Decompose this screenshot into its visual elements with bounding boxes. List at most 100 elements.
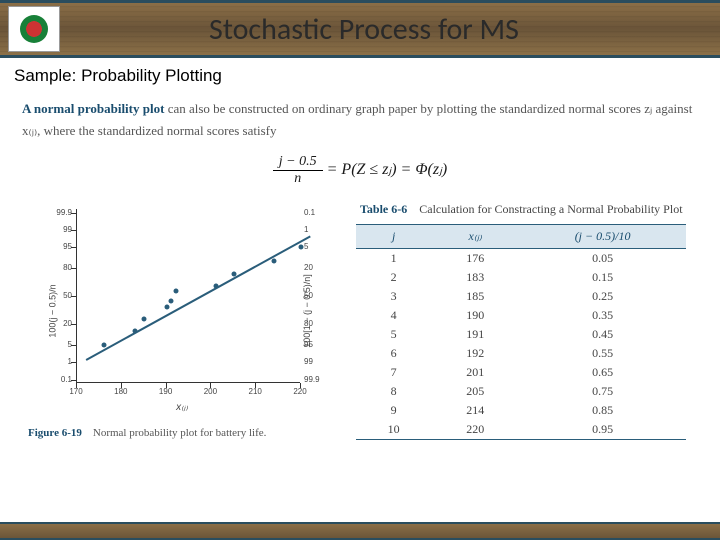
paragraph-emphasis: A normal probability plot: [22, 101, 164, 116]
plot-area: [76, 209, 300, 383]
table-title: Table 6-6 Calculation for Constracting a…: [356, 201, 686, 218]
table-cell: 220: [431, 420, 519, 440]
table-cell: 214: [431, 401, 519, 420]
y-left-tick-label: 5: [42, 340, 72, 349]
x-tick-mark: [76, 383, 77, 388]
table-cell: 0.65: [519, 363, 686, 382]
footer-bar: [0, 522, 720, 540]
x-tick-label: 170: [69, 387, 82, 396]
y-left-tick-mark: [71, 230, 76, 231]
table-cell: 3: [356, 287, 431, 306]
y-right-tick-label: 80: [304, 319, 334, 328]
y-right-tick-label: 1: [304, 225, 334, 234]
data-point: [173, 288, 178, 293]
lower-section: 100(j − 0.5)/n 100[1 − (j − 0.5)/n] x₍ⱼ₎…: [22, 201, 698, 440]
formula-numerator: j − 0.5: [273, 154, 323, 171]
table-row: 21830.15: [356, 268, 686, 287]
y-left-tick-mark: [71, 380, 76, 381]
table-cell: 6: [356, 344, 431, 363]
figure-caption: Figure 6-19 Normal probability plot for …: [22, 427, 342, 439]
table-cell: 0.25: [519, 287, 686, 306]
x-tick-label: 210: [249, 387, 262, 396]
y-left-tick-label: 1: [42, 357, 72, 366]
table-header-cell: j: [356, 224, 431, 248]
table-header-row: jx₍ⱼ₎(j − 0.5)/10: [356, 224, 686, 248]
y-left-tick-mark: [71, 213, 76, 214]
data-point: [299, 245, 304, 250]
x-tick-mark: [300, 383, 301, 388]
y-right-tick-label: 95: [304, 340, 334, 349]
y-left-tick-label: 99: [42, 225, 72, 234]
formula-denominator: n: [273, 171, 323, 187]
table-cell: 7: [356, 363, 431, 382]
y-left-tick-label: 99.9: [42, 208, 72, 217]
table-row: 102200.95: [356, 420, 686, 440]
x-axis-label: x₍ⱼ₎: [176, 402, 188, 413]
data-table: jx₍ⱼ₎(j − 0.5)/10 11760.0521830.1531850.…: [356, 224, 686, 440]
chart-column: 100(j − 0.5)/n 100[1 − (j − 0.5)/n] x₍ⱼ₎…: [22, 201, 342, 439]
y-left-tick-mark: [71, 324, 76, 325]
y-left-tick-mark: [71, 247, 76, 248]
y-left-tick-mark: [71, 345, 76, 346]
subtitle: Sample: Probability Plotting: [0, 58, 720, 90]
figure-caption-text: Normal probability plot for battery life…: [93, 427, 267, 439]
table-cell: 9: [356, 401, 431, 420]
table-cell: 201: [431, 363, 519, 382]
table-cell: 0.55: [519, 344, 686, 363]
figure-label: Figure 6-19: [28, 427, 82, 439]
table-cell: 0.05: [519, 248, 686, 268]
table-cell: 191: [431, 325, 519, 344]
data-point: [164, 304, 169, 309]
y-right-tick-label: 99.9: [304, 375, 334, 384]
y-right-tick-label: 5: [304, 242, 334, 251]
y-left-tick-label: 20: [42, 319, 72, 328]
table-cell: 10: [356, 420, 431, 440]
content-area: A normal probability plot can also be co…: [0, 90, 720, 440]
y-right-tick-label: 50: [304, 291, 334, 300]
x-tick-mark: [210, 383, 211, 388]
formula: j − 0.5 n = P(Z ≤ zⱼ) = Φ(zⱼ): [22, 154, 698, 187]
table-cell: 205: [431, 382, 519, 401]
y-left-tick-mark: [71, 362, 76, 363]
intro-paragraph: A normal probability plot can also be co…: [22, 98, 698, 142]
fit-line: [86, 235, 311, 360]
table-row: 82050.75: [356, 382, 686, 401]
table-row: 61920.55: [356, 344, 686, 363]
table-row: 92140.85: [356, 401, 686, 420]
y-right-tick-label: 20: [304, 263, 334, 272]
table-cell: 2: [356, 268, 431, 287]
formula-rhs: = P(Z ≤ zⱼ) = Φ(zⱼ): [323, 161, 448, 178]
table-body: 11760.0521830.1531850.2541900.3551910.45…: [356, 248, 686, 439]
x-tick-mark: [121, 383, 122, 388]
table-title-text: Calculation for Constracting a Normal Pr…: [419, 202, 682, 216]
table-cell: 185: [431, 287, 519, 306]
table-row: 11760.05: [356, 248, 686, 268]
table-row: 41900.35: [356, 306, 686, 325]
y-left-tick-label: 0.1: [42, 375, 72, 384]
table-cell: 1: [356, 248, 431, 268]
x-tick-label: 180: [114, 387, 127, 396]
x-tick-label: 220: [293, 387, 306, 396]
data-point: [272, 259, 277, 264]
table-header-cell: (j − 0.5)/10: [519, 224, 686, 248]
table-header-cell: x₍ⱼ₎: [431, 224, 519, 248]
table-cell: 8: [356, 382, 431, 401]
y-right-tick-label: 0.1: [304, 208, 334, 217]
table-cell: 0.75: [519, 382, 686, 401]
table-cell: 0.95: [519, 420, 686, 440]
page-title: Stochastic Process for MS: [60, 11, 720, 48]
table-cell: 4: [356, 306, 431, 325]
y-axis-right-label: 100[1 − (j − 0.5)/n]: [302, 274, 312, 348]
table-cell: 183: [431, 268, 519, 287]
y-right-tick-label: 99: [304, 357, 334, 366]
formula-fraction: j − 0.5 n: [273, 154, 323, 187]
y-left-tick-label: 95: [42, 242, 72, 251]
table-row: 51910.45: [356, 325, 686, 344]
y-left-tick-mark: [71, 268, 76, 269]
y-left-tick-label: 80: [42, 263, 72, 272]
x-tick-mark: [255, 383, 256, 388]
y-left-tick-label: 50: [42, 291, 72, 300]
data-point: [169, 299, 174, 304]
y-left-tick-mark: [71, 296, 76, 297]
x-tick-mark: [166, 383, 167, 388]
